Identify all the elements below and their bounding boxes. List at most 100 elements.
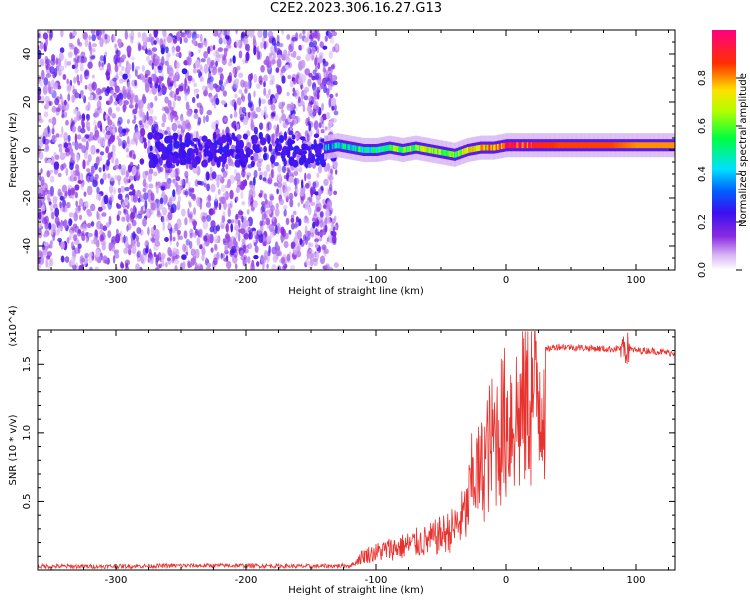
noise-speck bbox=[205, 171, 210, 181]
noise-speck bbox=[315, 227, 318, 235]
noise-speck bbox=[128, 191, 134, 196]
noise-speck bbox=[289, 44, 292, 50]
noise-speck bbox=[248, 30, 255, 38]
trace-core bbox=[356, 145, 359, 152]
noise-speck bbox=[233, 101, 237, 111]
noise-speck bbox=[105, 146, 109, 154]
noise-speck bbox=[66, 61, 72, 66]
noise-speck bbox=[313, 133, 320, 138]
noise-speck bbox=[46, 170, 51, 178]
noise-speck bbox=[63, 111, 68, 118]
trace-core bbox=[591, 142, 594, 149]
noise-speck bbox=[212, 151, 217, 157]
noise-speck bbox=[298, 218, 302, 227]
trace-core bbox=[511, 142, 514, 149]
noise-speck bbox=[248, 230, 251, 240]
noise-speck bbox=[197, 139, 201, 148]
noise-speck bbox=[148, 76, 153, 85]
noise-speck bbox=[62, 206, 68, 213]
noise-speck bbox=[260, 65, 265, 73]
noise-speck bbox=[283, 188, 289, 199]
noise-speck bbox=[96, 148, 100, 153]
noise-speck bbox=[326, 187, 329, 196]
trace-core bbox=[400, 146, 403, 153]
trace-core bbox=[669, 142, 672, 149]
noise-speck bbox=[185, 239, 190, 246]
trace-core bbox=[491, 144, 494, 151]
noise-speck bbox=[185, 188, 189, 198]
spectrogram-signal-trace bbox=[324, 133, 675, 167]
noise-speck bbox=[45, 64, 49, 70]
noise-speck bbox=[190, 248, 196, 257]
noise-speck bbox=[126, 45, 132, 54]
noise-speck bbox=[252, 35, 256, 45]
noise-speck bbox=[79, 73, 83, 84]
noise-speck bbox=[108, 242, 113, 252]
noise-speck bbox=[180, 179, 185, 186]
noise-speck bbox=[266, 263, 269, 269]
noise-speck bbox=[71, 94, 75, 103]
noise-speck bbox=[127, 73, 131, 80]
trace-core bbox=[658, 142, 661, 149]
noise-speck bbox=[276, 47, 281, 55]
spectrogram-plot bbox=[38, 30, 675, 270]
noise-speck bbox=[167, 211, 173, 221]
trace-core bbox=[337, 142, 339, 149]
noise-speck bbox=[308, 263, 313, 270]
noise-speck bbox=[55, 133, 60, 138]
noise-speck bbox=[70, 125, 77, 133]
noise-speck bbox=[153, 252, 157, 258]
noise-speck bbox=[218, 156, 222, 163]
trace-core bbox=[480, 144, 482, 151]
trace-core bbox=[395, 145, 398, 152]
trace-core bbox=[467, 147, 469, 153]
noise-speck bbox=[96, 100, 102, 109]
noise-speck bbox=[91, 239, 95, 245]
noise-speck bbox=[91, 34, 96, 42]
noise-speck bbox=[268, 143, 273, 152]
trace-core bbox=[556, 142, 559, 149]
noise-speck bbox=[206, 214, 212, 222]
noise-speck bbox=[272, 52, 276, 61]
noise-speck bbox=[132, 205, 136, 215]
noise-speck bbox=[166, 77, 171, 88]
trace-core bbox=[541, 142, 544, 149]
trace-core bbox=[413, 145, 416, 151]
noise-speck bbox=[155, 256, 158, 267]
trace-core bbox=[355, 145, 358, 152]
trace-core bbox=[450, 151, 453, 157]
noise-speck bbox=[65, 167, 69, 176]
trace-core bbox=[476, 145, 479, 152]
noise-speck bbox=[57, 85, 62, 90]
trace-core bbox=[357, 146, 360, 152]
noise-speck bbox=[162, 222, 165, 232]
noise-speck bbox=[70, 148, 74, 159]
noise-speck bbox=[325, 208, 330, 218]
colorbar bbox=[712, 30, 736, 270]
noise-speck bbox=[175, 45, 181, 53]
noise-speck bbox=[282, 205, 288, 210]
noise-speck bbox=[331, 75, 338, 81]
noise-speck bbox=[123, 104, 127, 110]
noise-speck bbox=[314, 191, 320, 196]
noise-speck bbox=[194, 262, 198, 270]
noise-speck bbox=[248, 197, 251, 208]
trace-core bbox=[452, 151, 455, 158]
noise-speck bbox=[74, 191, 78, 199]
noise-speck bbox=[116, 94, 121, 100]
noise-speck bbox=[282, 265, 287, 270]
noise-speck bbox=[191, 187, 195, 193]
noise-speck bbox=[52, 54, 55, 64]
noise-speck bbox=[63, 138, 68, 143]
trace-core bbox=[651, 142, 654, 149]
noise-speck bbox=[57, 172, 62, 178]
noise-speck bbox=[282, 121, 288, 129]
noise-speck bbox=[235, 139, 240, 147]
noise-speck bbox=[69, 32, 73, 40]
chart-title: C2E2.2023.306.16.27.G13 bbox=[269, 1, 443, 16]
noise-speck bbox=[146, 49, 153, 56]
noise-speck bbox=[107, 152, 112, 161]
noise-speck bbox=[68, 51, 73, 58]
noise-speck bbox=[97, 109, 102, 114]
trace-core bbox=[667, 142, 670, 149]
